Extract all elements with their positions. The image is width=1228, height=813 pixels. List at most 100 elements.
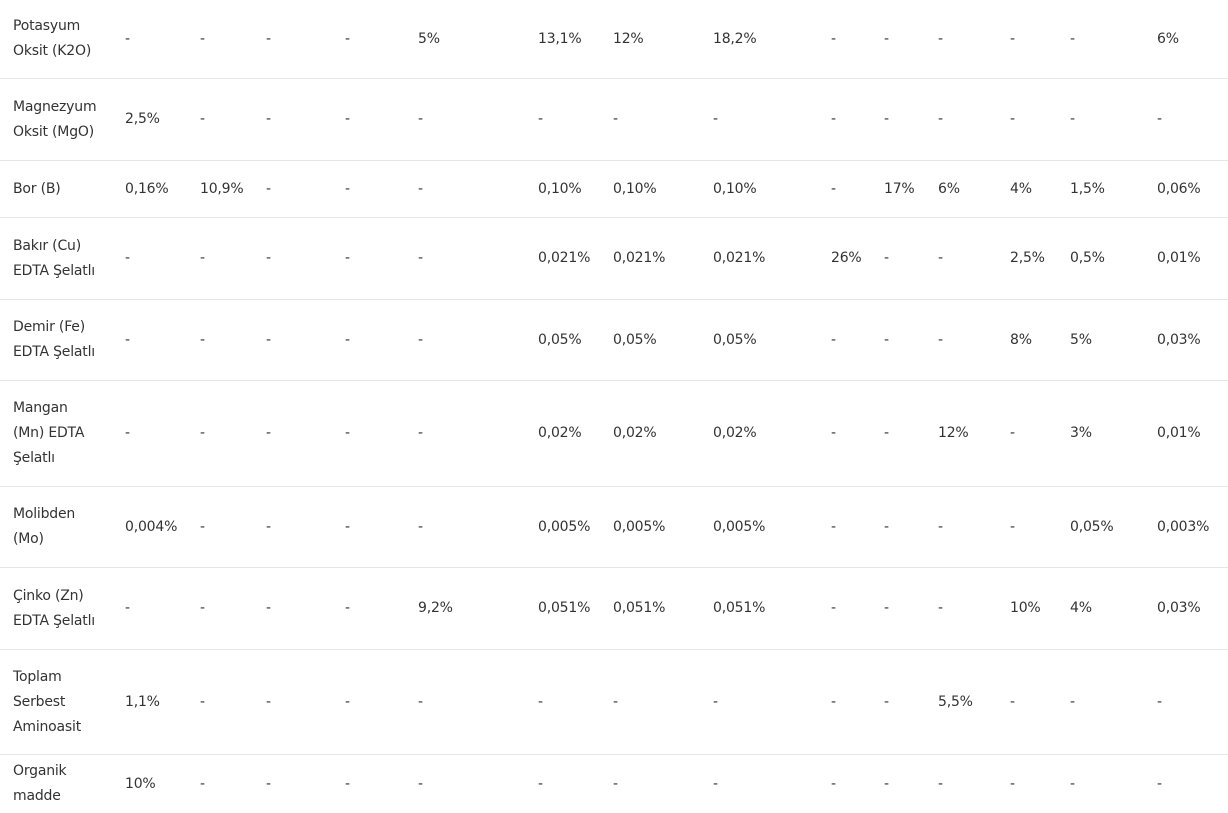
value-cell: 5%	[418, 30, 440, 47]
value-cell: -	[884, 425, 889, 441]
value-cell: -	[1010, 693, 1015, 710]
value-cell: -	[125, 30, 130, 47]
value-cell: -	[831, 518, 836, 535]
table-row: Organik madde 10% - - - - - - - - - - - - -	[0, 755, 1228, 813]
value-cell: -	[266, 693, 271, 710]
value-cell: 13,1%	[538, 30, 582, 47]
value-cell: -	[125, 600, 130, 616]
value-cell: 0,02%	[613, 425, 657, 441]
value-cell: -	[266, 250, 271, 266]
value-cell: 10,9%	[200, 180, 244, 197]
value-cell: 4%	[1010, 180, 1032, 197]
value-cell: -	[613, 693, 618, 710]
value-cell: -	[345, 331, 350, 348]
value-cell: -	[884, 331, 889, 348]
row-label-line: Mangan	[13, 400, 68, 416]
value-cell: 0,03%	[1157, 600, 1201, 616]
value-cell: 0,16%	[125, 180, 169, 197]
table-row: Molibden (Mo) 0,004% - - - - 0,005% 0,005% 0,005%…	[0, 487, 1228, 568]
value-cell: -	[345, 775, 350, 792]
value-cell: 0,003%	[1157, 518, 1210, 535]
row-label-line: Toplam	[13, 668, 62, 685]
value-cell: -	[884, 111, 889, 127]
value-cell: 0,021%	[538, 250, 591, 266]
value-cell: -	[538, 775, 543, 792]
row-label: Mangan (Mn) EDTA Şelatlı	[13, 381, 113, 486]
row-label: Toplam Serbest Aminoasit	[13, 650, 113, 754]
value-cell: -	[200, 331, 205, 348]
value-cell: -	[831, 331, 836, 348]
value-cell: -	[266, 30, 271, 47]
value-cell: -	[938, 518, 943, 535]
value-cell: -	[713, 775, 718, 792]
value-cell: 0,05%	[713, 331, 757, 348]
row-label-line: Bakır (Cu)	[13, 237, 81, 254]
value-cell: -	[200, 775, 205, 792]
value-cell: -	[266, 331, 271, 348]
row-label-line: EDTA Şelatlı	[13, 262, 95, 279]
table-row: Mangan (Mn) EDTA Şelatlı - - - - - 0,02% 0,02% 0,0…	[0, 381, 1228, 487]
row-label-line: (Mo)	[13, 531, 44, 547]
value-cell: -	[200, 111, 205, 127]
value-cell: -	[938, 600, 943, 616]
value-cell: 18,2%	[713, 30, 757, 47]
row-label-line: Bor (B)	[13, 180, 61, 197]
value-cell: -	[938, 250, 943, 266]
value-cell: -	[418, 111, 423, 127]
value-cell: -	[418, 775, 423, 792]
value-cell: -	[831, 600, 836, 616]
value-cell: -	[1070, 111, 1075, 127]
value-cell: 10%	[1010, 600, 1041, 616]
value-cell: -	[831, 425, 836, 441]
row-label-line: Potasyum	[13, 18, 81, 34]
value-cell: -	[884, 518, 889, 535]
value-cell: 1,1%	[125, 693, 160, 710]
value-cell: -	[1157, 775, 1162, 792]
value-cell: -	[831, 30, 836, 47]
row-label-line: Şelatlı	[13, 450, 55, 466]
value-cell: 9,2%	[418, 600, 453, 616]
row-label-line: Organik	[13, 763, 67, 779]
value-cell: 6%	[938, 180, 960, 197]
value-cell: -	[345, 111, 350, 127]
value-cell: 0,004%	[125, 518, 178, 535]
value-cell: -	[1010, 518, 1015, 535]
row-label: Bakır (Cu) EDTA Şelatlı	[13, 218, 113, 299]
value-cell: 6%	[1157, 30, 1179, 47]
value-cell: -	[266, 775, 271, 792]
table-row: Bakır (Cu) EDTA Şelatlı - - - - - 0,021% 0,021% 0…	[0, 218, 1228, 300]
value-cell: -	[1010, 775, 1015, 792]
row-label-line: Çinko (Zn)	[13, 587, 84, 604]
row-label: Bor (B)	[13, 161, 113, 217]
value-cell: 1,5%	[1070, 180, 1105, 197]
value-cell: -	[345, 518, 350, 535]
value-cell: 0,10%	[613, 180, 657, 197]
value-cell: -	[345, 425, 350, 441]
value-cell: -	[1157, 111, 1162, 127]
value-cell: -	[831, 111, 836, 127]
value-cell: 0,01%	[1157, 425, 1201, 441]
value-cell: 10%	[125, 775, 156, 792]
value-cell: -	[831, 775, 836, 792]
value-cell: 0,05%	[1070, 518, 1114, 535]
value-cell: 12%	[613, 30, 644, 47]
value-cell: 0,10%	[713, 180, 757, 197]
value-cell: -	[125, 331, 130, 348]
value-cell: 0,051%	[713, 600, 766, 616]
table-row: Çinko (Zn) EDTA Şelatlı - - - - 9,2% 0,051% 0,05…	[0, 568, 1228, 650]
row-label: Demir (Fe) EDTA Şelatlı	[13, 300, 113, 380]
row-label-line: madde	[13, 788, 61, 804]
value-cell: 4%	[1070, 600, 1092, 616]
value-cell: -	[1010, 30, 1015, 47]
value-cell: -	[125, 425, 130, 441]
row-label-line: (Mn) EDTA	[13, 425, 85, 441]
value-cell: -	[418, 518, 423, 535]
value-cell: -	[200, 518, 205, 535]
value-cell: 0,005%	[713, 518, 766, 535]
value-cell: 0,01%	[1157, 250, 1201, 266]
row-label: Potasyum Oksit (K2O)	[13, 0, 113, 78]
row-label: Organik madde	[13, 755, 113, 813]
value-cell: 5,5%	[938, 693, 973, 710]
value-cell: -	[266, 111, 271, 127]
value-cell: 2,5%	[125, 111, 160, 127]
